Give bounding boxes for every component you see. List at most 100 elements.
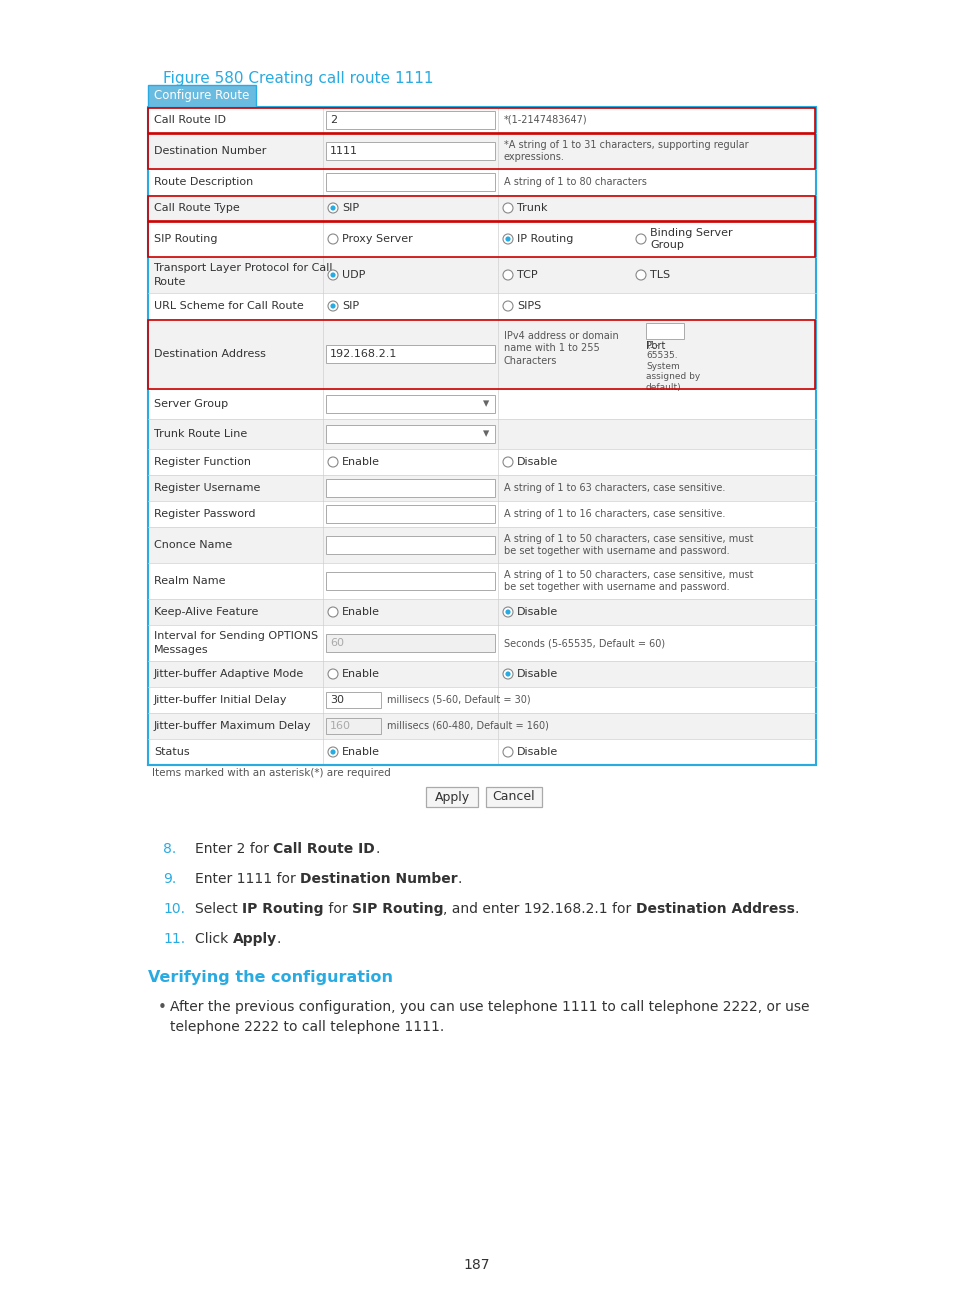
Bar xyxy=(148,739,815,765)
Bar xyxy=(148,257,815,293)
Text: Interval for Sending OPTIONS
Messages: Interval for Sending OPTIONS Messages xyxy=(153,631,317,654)
Bar xyxy=(149,222,815,257)
Circle shape xyxy=(328,746,337,757)
Text: 8.: 8. xyxy=(163,842,176,855)
Circle shape xyxy=(502,270,513,280)
Bar xyxy=(148,222,815,257)
Circle shape xyxy=(328,607,337,617)
Circle shape xyxy=(330,272,335,277)
Text: Click: Click xyxy=(194,932,233,946)
Text: ▾: ▾ xyxy=(482,398,489,411)
Text: Transport Layer Protocol for Call
Route: Transport Layer Protocol for Call Route xyxy=(153,263,333,286)
Text: Jitter-buffer Maximum Delay: Jitter-buffer Maximum Delay xyxy=(153,721,312,731)
Text: 9.: 9. xyxy=(163,872,176,886)
Bar xyxy=(148,476,815,502)
Text: Disable: Disable xyxy=(517,457,558,467)
Bar xyxy=(148,108,815,765)
Text: TCP: TCP xyxy=(517,270,537,280)
Text: 1111: 1111 xyxy=(330,146,357,156)
Text: ▾: ▾ xyxy=(482,428,489,441)
Text: 160: 160 xyxy=(330,721,351,731)
Text: Register Function: Register Function xyxy=(153,457,251,467)
Text: Seconds (5-65535, Default = 60): Seconds (5-65535, Default = 60) xyxy=(503,638,664,648)
Circle shape xyxy=(328,270,337,280)
Bar xyxy=(326,634,495,652)
Circle shape xyxy=(330,749,335,754)
Text: Register Username: Register Username xyxy=(153,483,260,492)
Circle shape xyxy=(505,671,510,677)
Circle shape xyxy=(502,746,513,757)
Bar xyxy=(148,108,815,133)
Text: A string of 1 to 50 characters, case sensitive, must
be set together with userna: A string of 1 to 50 characters, case sen… xyxy=(503,570,753,592)
Text: 2: 2 xyxy=(330,115,336,124)
Text: .: . xyxy=(457,872,461,886)
Bar xyxy=(326,395,495,413)
Text: Call Route ID: Call Route ID xyxy=(153,115,226,124)
Bar xyxy=(148,86,255,108)
Text: 192.168.2.1: 192.168.2.1 xyxy=(330,349,397,359)
Circle shape xyxy=(502,235,513,244)
Text: SIP Routing: SIP Routing xyxy=(352,902,442,916)
Bar xyxy=(645,323,683,340)
Text: Proxy Server: Proxy Server xyxy=(341,235,413,244)
Text: Enable: Enable xyxy=(341,457,379,467)
Text: Server Group: Server Group xyxy=(153,399,228,410)
Bar xyxy=(326,572,495,590)
Bar xyxy=(326,505,495,524)
Text: (1-
65535.
System
assigned by
default): (1- 65535. System assigned by default) xyxy=(645,341,700,391)
Bar xyxy=(326,111,495,130)
Bar xyxy=(148,599,815,625)
Bar xyxy=(149,196,815,220)
Text: .: . xyxy=(276,932,281,946)
Bar xyxy=(148,448,815,476)
Text: Cancel: Cancel xyxy=(492,791,535,804)
Bar xyxy=(148,419,815,448)
Text: Jitter-buffer Initial Delay: Jitter-buffer Initial Delay xyxy=(153,695,287,705)
Text: Destination Address: Destination Address xyxy=(635,902,794,916)
Text: Disable: Disable xyxy=(517,746,558,757)
Text: Realm Name: Realm Name xyxy=(153,575,225,586)
Bar xyxy=(326,425,495,443)
Text: for: for xyxy=(323,902,352,916)
Circle shape xyxy=(502,301,513,311)
Text: After the previous configuration, you can use telephone 1111 to call telephone 2: After the previous configuration, you ca… xyxy=(170,1001,809,1033)
Bar xyxy=(148,194,815,222)
Text: Items marked with an asterisk(*) are required: Items marked with an asterisk(*) are req… xyxy=(152,769,391,778)
Bar xyxy=(149,320,815,389)
Text: Verifying the configuration: Verifying the configuration xyxy=(148,969,393,985)
Circle shape xyxy=(505,609,510,614)
Bar xyxy=(148,168,815,194)
Text: •: • xyxy=(158,1001,167,1015)
Text: Status: Status xyxy=(153,746,190,757)
Text: 30: 30 xyxy=(330,695,344,705)
Bar xyxy=(148,562,815,599)
Bar xyxy=(148,661,815,687)
Text: Register Password: Register Password xyxy=(153,509,255,518)
Text: Apply: Apply xyxy=(434,791,469,804)
Text: Select: Select xyxy=(194,902,242,916)
Bar xyxy=(148,713,815,739)
Text: Disable: Disable xyxy=(517,669,558,679)
Text: millisecs (60-480, Default = 160): millisecs (60-480, Default = 160) xyxy=(387,721,548,731)
Bar xyxy=(326,172,495,191)
Text: Configure Route: Configure Route xyxy=(154,89,250,102)
Text: *A string of 1 to 31 characters, supporting regular
expressions.: *A string of 1 to 31 characters, support… xyxy=(503,140,748,162)
Circle shape xyxy=(502,607,513,617)
Text: Destination Number: Destination Number xyxy=(153,146,266,156)
Text: , and enter 192.168.2.1 for: , and enter 192.168.2.1 for xyxy=(442,902,635,916)
Text: UDP: UDP xyxy=(341,270,365,280)
Circle shape xyxy=(328,457,337,467)
Bar xyxy=(149,108,815,132)
Bar xyxy=(326,718,380,734)
Circle shape xyxy=(505,236,510,241)
Bar xyxy=(148,687,815,713)
Text: Trunk Route Line: Trunk Route Line xyxy=(153,429,247,439)
Text: millisecs (5-60, Default = 30): millisecs (5-60, Default = 30) xyxy=(387,695,530,705)
Text: Disable: Disable xyxy=(517,607,558,617)
Circle shape xyxy=(330,303,335,308)
Text: IP Routing: IP Routing xyxy=(242,902,323,916)
Text: Destination Number: Destination Number xyxy=(300,872,457,886)
Bar xyxy=(148,625,815,661)
Bar xyxy=(148,389,815,419)
Text: Keep-Alive Feature: Keep-Alive Feature xyxy=(153,607,258,617)
